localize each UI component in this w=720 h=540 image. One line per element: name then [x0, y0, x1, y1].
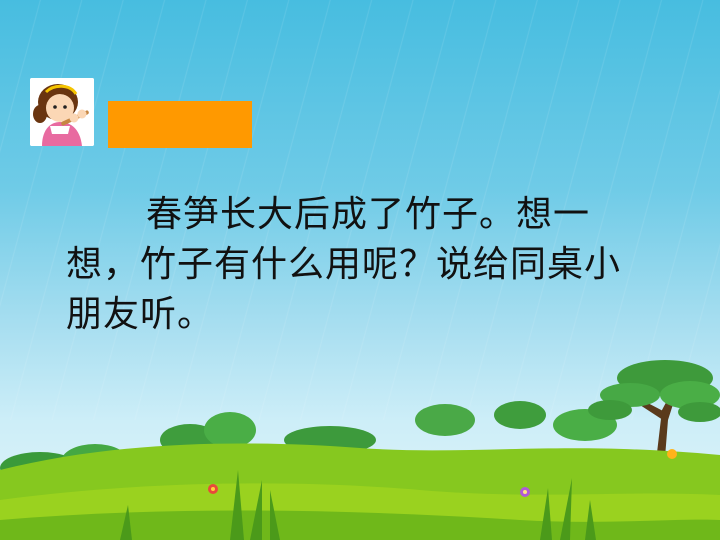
- girl-playing-flute-icon: [30, 78, 94, 146]
- title-placeholder-box: [108, 101, 252, 148]
- slide-paragraph: 春笋长大后成了竹子。想一想，竹子有什么用呢？说给同桌小朋友听。: [66, 194, 622, 335]
- big-tree: [588, 360, 720, 470]
- flowers: [208, 449, 677, 497]
- girl-avatar: [30, 78, 94, 146]
- rain-streaks: [0, 0, 720, 420]
- grass-tufts: [120, 470, 596, 540]
